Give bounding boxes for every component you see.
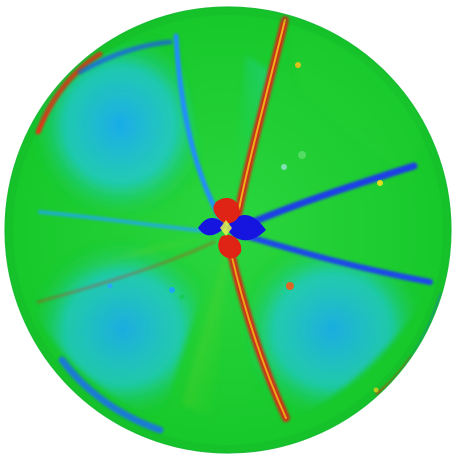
seam-left-blue xyxy=(38,210,218,234)
speck xyxy=(295,62,301,68)
rim-arc-upper-left-blue xyxy=(77,39,173,75)
rim-arc-left xyxy=(35,51,103,135)
seam-upper-left-blue xyxy=(173,33,223,221)
rim-arc-bottom-left xyxy=(58,356,164,434)
upper-left-cyan-region xyxy=(28,28,212,222)
center-blue-left xyxy=(198,217,227,236)
seam-right-upper-blue xyxy=(240,162,418,230)
speck xyxy=(179,294,185,300)
hotspot-boundary xyxy=(286,28,430,184)
yellow-wedge-left xyxy=(66,235,221,272)
yellow-wedge-bottom xyxy=(182,238,229,421)
center-red-bottom xyxy=(218,234,242,259)
center-red-top xyxy=(213,198,240,224)
surface-specks xyxy=(107,62,383,393)
speck xyxy=(107,283,113,289)
speck xyxy=(377,180,383,186)
speck xyxy=(169,287,175,293)
seam-lower-left-red xyxy=(36,240,216,304)
center-hub xyxy=(198,198,266,259)
seam-right-lower-blue xyxy=(243,233,433,285)
disk-edge xyxy=(4,6,452,454)
center-cross-highlight xyxy=(220,220,232,236)
speck xyxy=(298,151,306,159)
speck xyxy=(373,387,379,393)
lower-right-blue-region xyxy=(235,236,430,424)
rim-shadow xyxy=(5,7,451,453)
center-blue-right xyxy=(226,215,266,241)
seam-upper-right-red-edge xyxy=(237,19,286,215)
speck xyxy=(281,164,287,170)
seam-lower-red-edge xyxy=(227,239,287,419)
lower-left-blue-region xyxy=(26,236,220,422)
speck xyxy=(286,282,294,290)
